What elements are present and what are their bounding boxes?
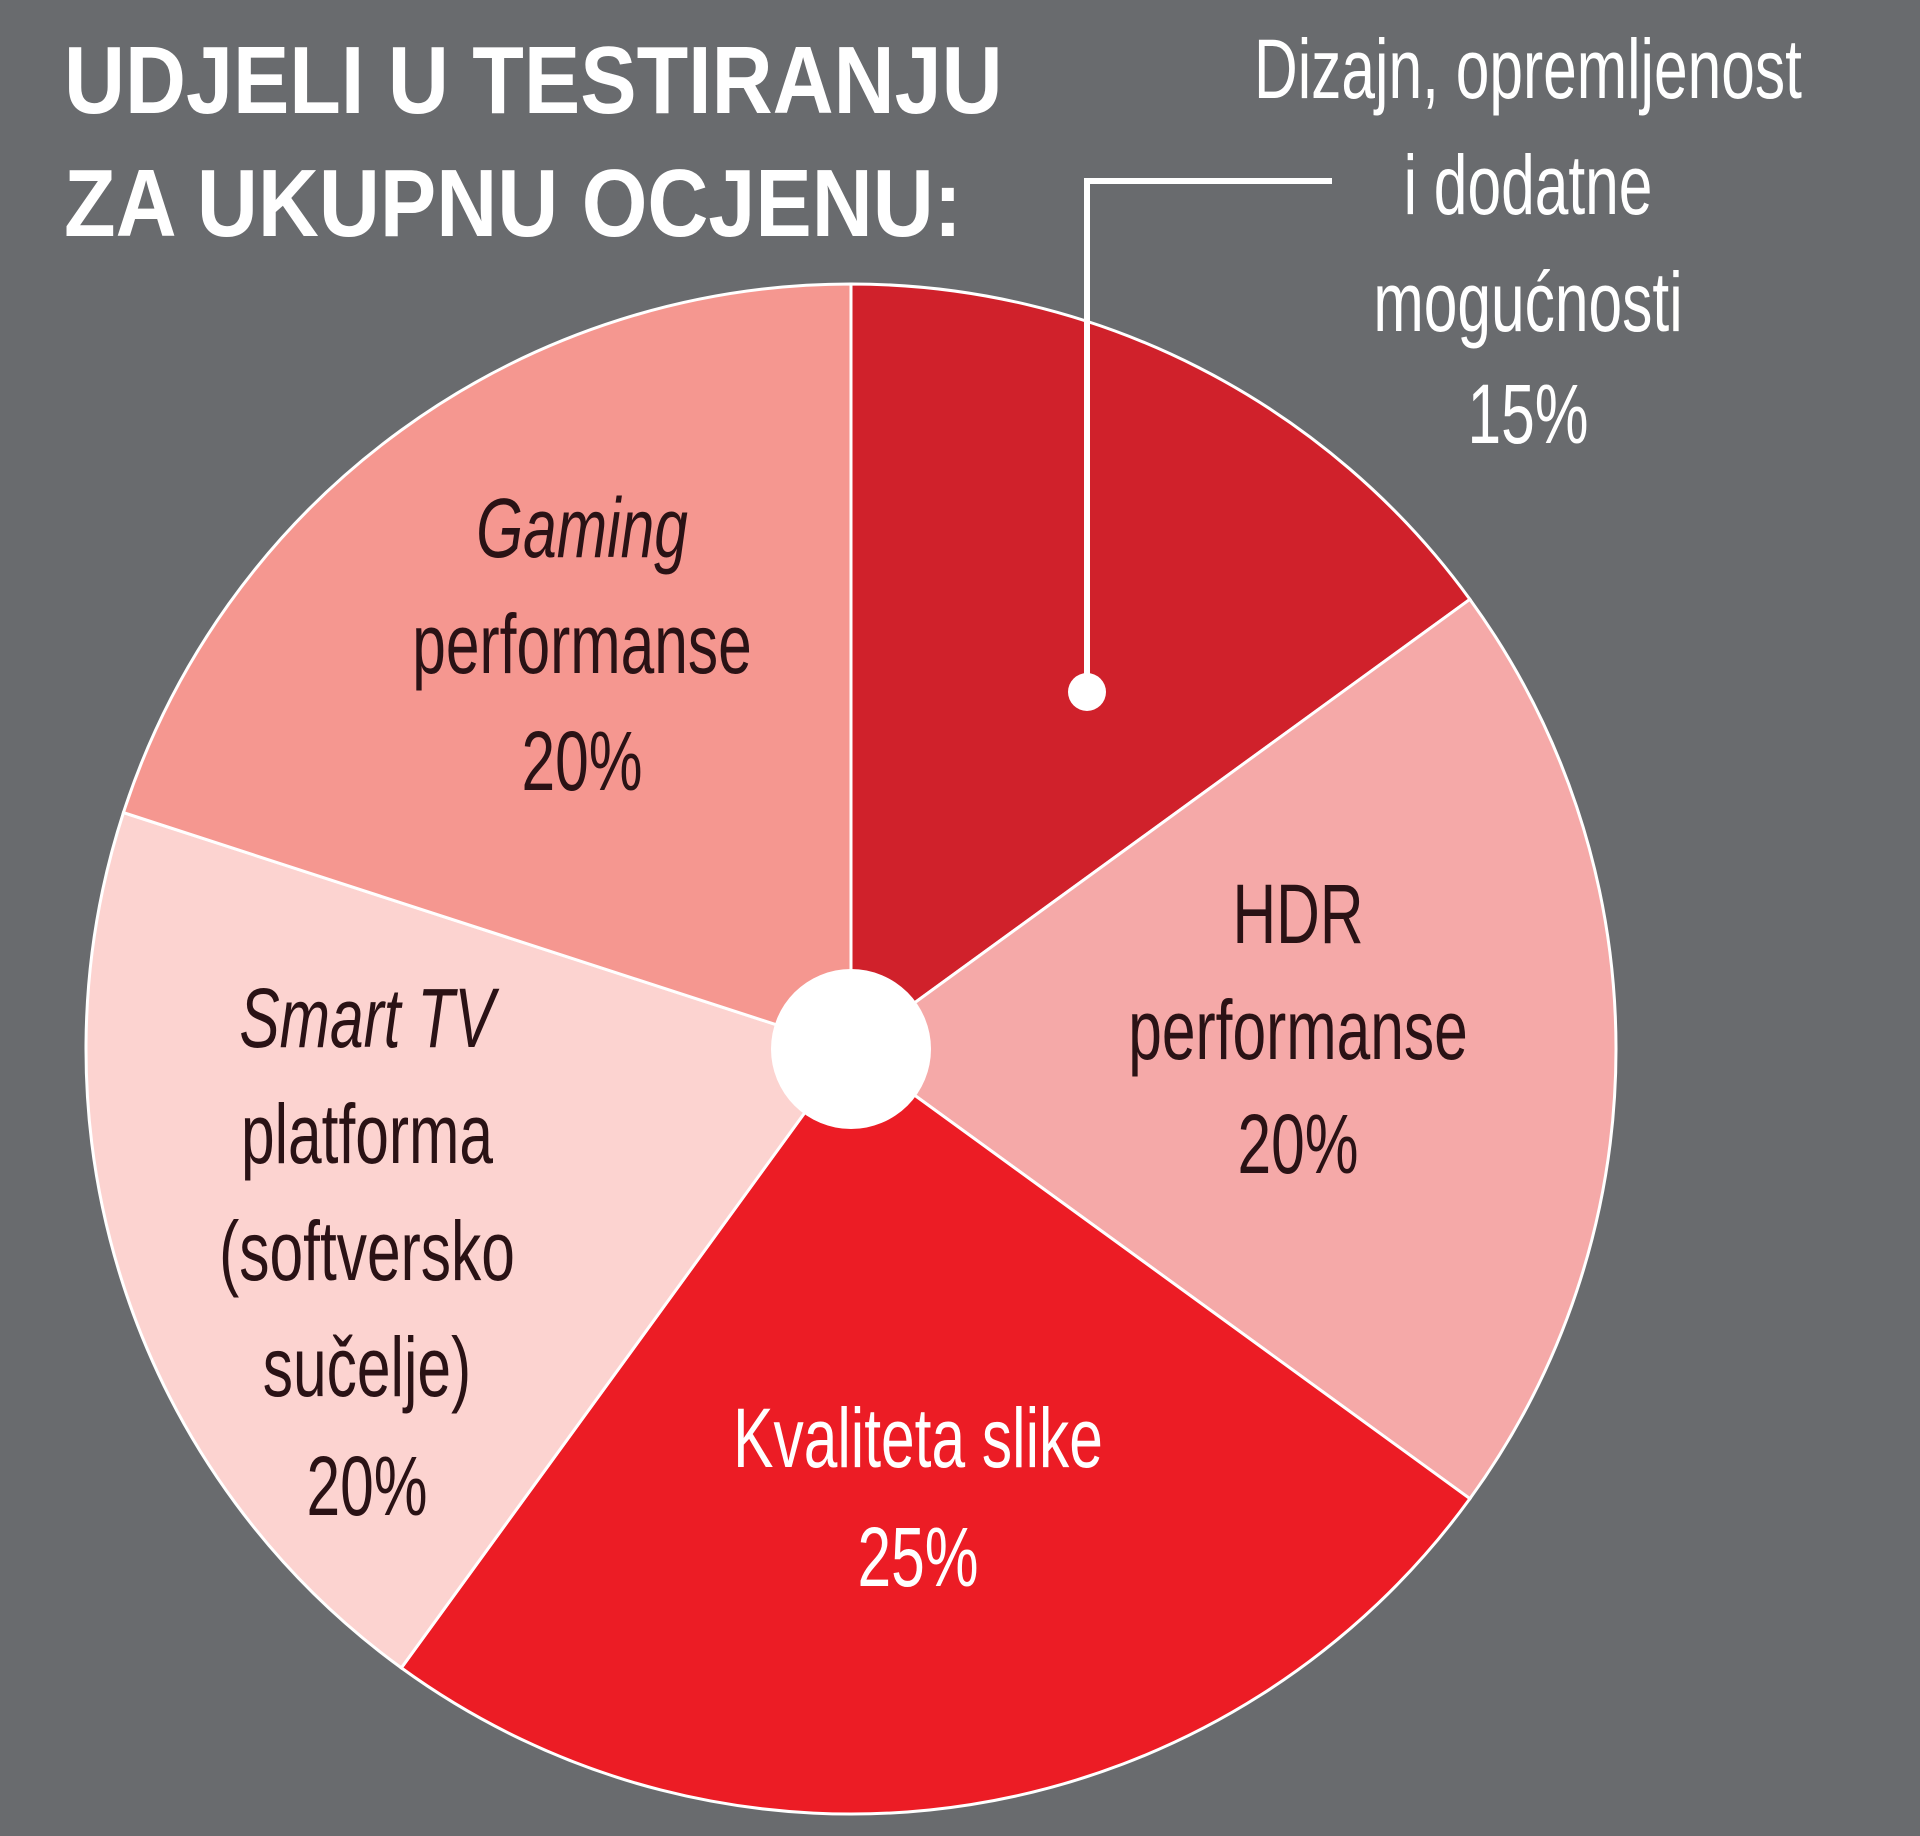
- pie-slice-3: [399, 1046, 1472, 1816]
- callout-leader-line: [1084, 178, 1332, 692]
- label-dizajn-line-3: mogućnosti: [1373, 255, 1682, 349]
- label-hdr-line-2: performanse: [1128, 983, 1468, 1077]
- label-gaming-line-2: performanse: [412, 597, 752, 691]
- label-dizajn-value: 15%: [1467, 367, 1588, 461]
- pie-slice-2: [848, 597, 1618, 1501]
- label-kvaliteta-line-1: Kvaliteta slike: [733, 1391, 1103, 1485]
- pie-slice-1: [849, 282, 1472, 1052]
- label-gaming-line-1: Gaming: [476, 481, 688, 575]
- label-smart-line-3: (softversko: [219, 1204, 515, 1298]
- label-hdr-value: 20%: [1237, 1097, 1358, 1191]
- title-line-1: UDJELI U TESTIRANJU: [64, 27, 1003, 134]
- label-smart-line-2: platforma: [241, 1087, 493, 1181]
- label-hdr-line-1: HDR: [1232, 867, 1363, 961]
- title-line-2: ZA UKUPNU OCJENU:: [64, 150, 962, 257]
- center-hole: [771, 969, 931, 1129]
- label-dizajn-line-2: i dodatne: [1404, 138, 1653, 232]
- label-dizajn-line-1: Dizajn, opremljenost: [1254, 22, 1802, 116]
- pie-slice-4: [84, 810, 854, 1670]
- pie-slices: [84, 282, 1618, 1816]
- label-smart-line-1: Smart TV: [239, 971, 499, 1065]
- label-gaming-value: 20%: [521, 714, 642, 808]
- label-kvaliteta-value: 25%: [857, 1510, 978, 1604]
- callout-dot: [1068, 673, 1106, 711]
- pie-slice-5: [121, 282, 853, 1052]
- label-smart-value: 20%: [306, 1439, 427, 1533]
- label-smart-line-4: sučelje): [263, 1320, 471, 1414]
